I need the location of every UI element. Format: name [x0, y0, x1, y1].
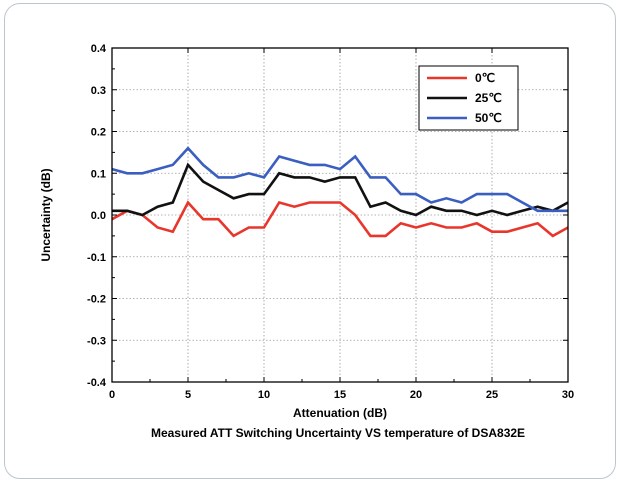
x-tick-label: 25 [486, 389, 498, 401]
y-tick-label: 0.3 [91, 85, 106, 97]
y-tick-label: 0.0 [91, 210, 106, 222]
x-tick-label: 30 [562, 389, 574, 401]
series-line-3 [111, 146, 568, 213]
y-tick-label: -0.1 [87, 252, 106, 264]
legend: 0℃ 25℃ 50℃ [418, 65, 519, 131]
y-axis-label: Uncertainty (dB) [39, 168, 53, 261]
legend-label: 0℃ [475, 71, 495, 85]
chart-container: 0 5 10 15 20 25 30 -0.4 -0.3 -0.2 -0.1 0.0 0.1 0.2 0.3… [6, 6, 616, 476]
line-chart: 0 5 10 15 20 25 30 -0.4 -0.3 -0.2 -0.1 0.0 0.1 0.2 0.3… [39, 43, 574, 440]
tick-layer: 0 5 10 15 20 25 30 -0.4 -0.3 -0.2 -0.1 0.0 0.1 0.2 0.3… [87, 43, 574, 401]
x-tick-label: 5 [185, 389, 191, 401]
x-tick-label: 20 [410, 389, 422, 401]
legend-label: 50℃ [475, 111, 502, 125]
x-tick-label: 10 [258, 389, 270, 401]
x-axis-label: Attenuation (dB) [293, 406, 387, 420]
series-line-2 [112, 162, 569, 217]
legend-label: 25℃ [475, 91, 502, 105]
x-tick-label: 15 [334, 389, 346, 401]
grid-layer [112, 48, 568, 382]
series-layer [111, 146, 569, 238]
y-tick-label: -0.3 [87, 335, 106, 347]
y-tick-label: 0.4 [91, 43, 107, 55]
series-line-1 [111, 200, 569, 238]
y-tick-label: -0.4 [87, 377, 107, 389]
x-tick-label: 0 [109, 389, 115, 401]
chart-caption: Measured ATT Switching Uncertainty VS te… [151, 426, 525, 440]
y-tick-label: 0.2 [91, 127, 106, 139]
legend-box [418, 65, 519, 131]
y-tick-label: -0.2 [87, 294, 106, 306]
y-tick-label: 0.1 [91, 168, 106, 180]
